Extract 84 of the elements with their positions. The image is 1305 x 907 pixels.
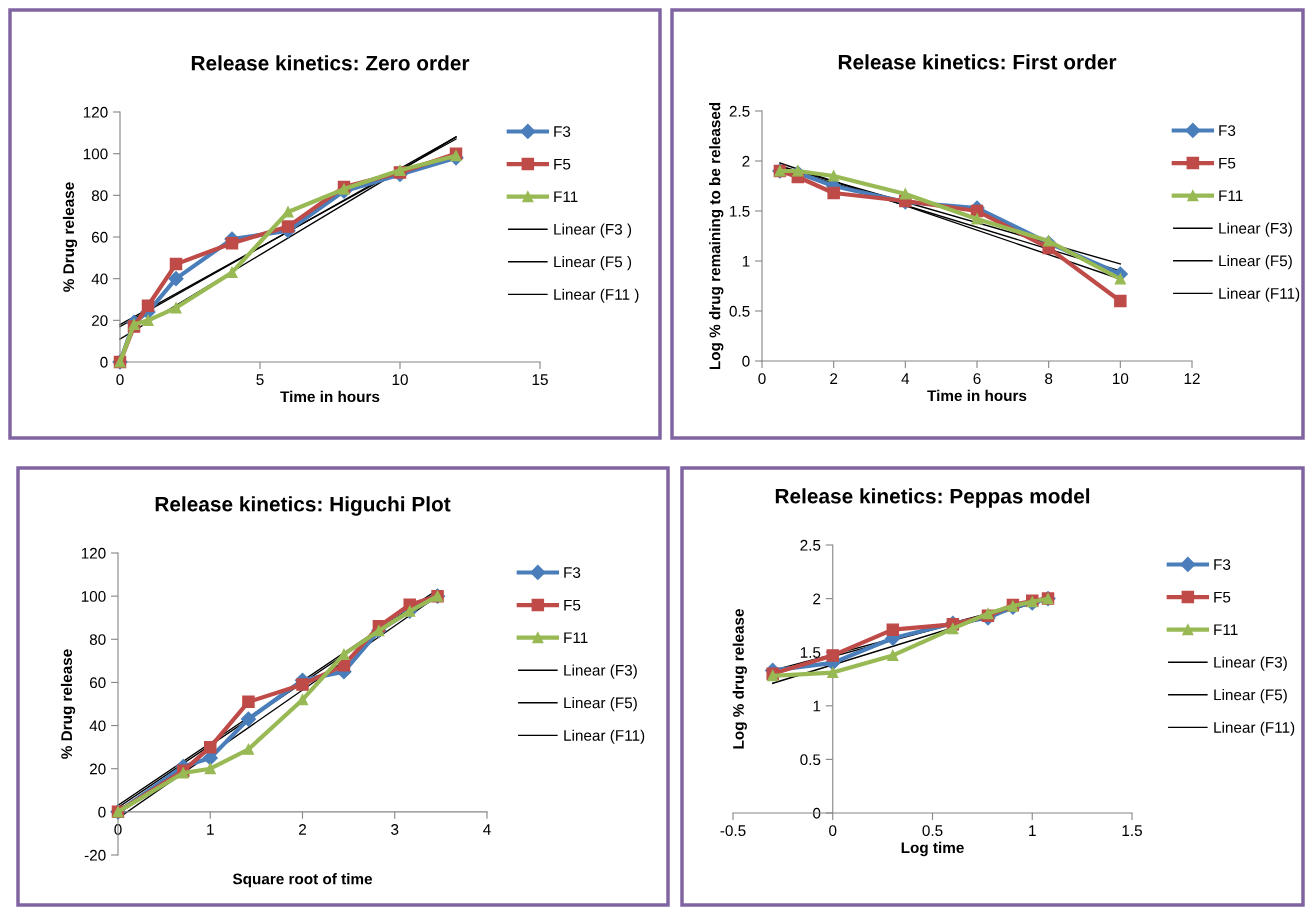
x-axis-title: Square root of time [232,873,373,888]
y-tick-label: 2 [742,155,750,167]
y-tick-label: 0 [813,807,821,819]
y-tick-label: 120 [83,106,108,118]
legend-label: F3 [1214,559,1231,570]
legend-label: Linear (F11) [1214,721,1295,736]
legend-label: F11 [1219,190,1243,201]
legend-label: F11 [564,632,588,643]
x-axis-title: Time in hours [280,390,380,403]
legend-label: F5 [1219,157,1236,169]
y-tick-label: 1.5 [800,647,821,658]
legend-label: F5 [564,599,581,611]
chart-title: Release kinetics: Peppas model [775,488,1090,508]
y-tick-label: 20 [89,763,106,775]
legend-label: Linear (F5 ) [554,256,632,271]
x-tick-label: 1 [1029,825,1036,836]
y-tick-label: 2.5 [729,105,750,117]
x-tick-label: 8 [1045,373,1053,385]
x-tick-label: 0.5 [922,825,943,837]
legend-label: F3 [1219,125,1236,136]
y-tick-label: 0 [742,355,750,367]
y-tick-label: 100 [81,591,106,602]
x-tick-label: 2 [830,373,838,384]
y-tick-label: 2.5 [800,539,821,551]
y-tick-label: 100 [83,148,108,160]
x-tick-label: 6 [973,373,981,385]
x-tick-label: 1.5 [1122,825,1142,837]
y-tick-label: 1 [813,700,821,712]
y-axis-title: Log % drug remaining to be released [709,102,724,370]
y-axis-title: Log % drug release [732,609,747,749]
legend-label: Linear (F3) [564,664,637,679]
y-tick-label: 40 [91,273,108,285]
y-tick-label: 1.5 [730,206,750,217]
y-tick-label: 60 [89,677,106,689]
x-axis-title: Log time [901,841,964,857]
y-tick-label: -20 [84,849,106,861]
y-tick-label: 1 [742,256,750,267]
y-tick-label: 40 [89,720,106,732]
x-tick-label: 12 [1184,373,1200,384]
legend-label: Linear (F3) [1219,222,1292,237]
legend-label: Linear (F5) [1214,689,1287,704]
legend-label: F11 [1214,624,1238,635]
x-tick-label: 3 [391,824,399,835]
legend-label: Linear (F5) [1219,255,1292,270]
legend-label: F3 [554,126,571,137]
x-tick-label: 15 [532,374,548,386]
y-axis-title: % Drug release [62,182,78,292]
x-tick-label: 10 [1113,373,1129,385]
y-tick-label: 80 [91,190,108,202]
x-tick-label: 0 [116,374,124,386]
y-tick-label: 0 [98,806,106,818]
legend-label: Linear (F3 ) [554,223,632,238]
legend-label: Linear (F5) [564,697,637,712]
x-tick-label: -0.5 [720,825,746,837]
x-tick-label: 1 [207,824,214,835]
legend-label: F5 [554,158,571,170]
x-tick-label: 4 [901,373,910,384]
y-tick-label: 60 [91,231,108,243]
chart-title: Release kinetics: Zero order [191,55,470,71]
x-tick-label: 0 [829,825,837,837]
x-axis-title: Time in hours [927,389,1027,402]
x-tick-label: 0 [758,373,766,385]
legend-label: F11 [554,191,578,202]
legend-label: F3 [564,567,581,578]
x-tick-label: 10 [392,374,408,386]
x-tick-label: 4 [483,824,491,835]
legend-label: Linear (F11 ) [554,288,639,303]
chart-title: Release kinetics: First order [838,54,1117,70]
x-tick-label: 5 [256,374,264,386]
y-tick-label: 0.5 [729,305,750,317]
legend-label: Linear (F3) [1214,656,1287,671]
y-tick-label: 20 [91,315,108,327]
y-tick-label: 0.5 [800,754,821,766]
y-axis-title: % Drug release [60,649,76,759]
y-tick-label: 2 [813,593,821,605]
x-tick-label: 0 [114,824,122,835]
y-tick-label: 120 [81,547,106,559]
x-tick-label: 2 [299,824,306,835]
legend-label: Linear (F11) [1219,287,1300,302]
legend-label: Linear (F11) [564,729,645,744]
y-tick-label: 0 [100,356,108,368]
chart-title: Release kinetics: Higuchi Plot [155,496,451,516]
legend-label: F5 [1214,591,1231,603]
y-tick-label: 80 [89,634,106,645]
